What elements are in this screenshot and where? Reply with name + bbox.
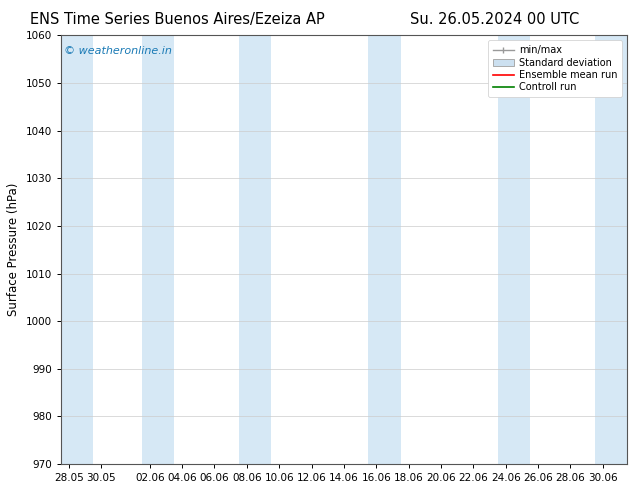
- Legend: min/max, Standard deviation, Ensemble mean run, Controll run: min/max, Standard deviation, Ensemble me…: [488, 40, 622, 98]
- Bar: [498, 35, 530, 464]
- Bar: [595, 35, 627, 464]
- Y-axis label: Surface Pressure (hPa): Surface Pressure (hPa): [7, 183, 20, 317]
- Text: ENS Time Series Buenos Aires/Ezeiza AP: ENS Time Series Buenos Aires/Ezeiza AP: [30, 12, 325, 27]
- Bar: [61, 35, 93, 464]
- Bar: [368, 35, 401, 464]
- Bar: [239, 35, 271, 464]
- Text: Su. 26.05.2024 00 UTC: Su. 26.05.2024 00 UTC: [410, 12, 579, 27]
- Text: © weatheronline.in: © weatheronline.in: [63, 46, 171, 56]
- Bar: [141, 35, 174, 464]
